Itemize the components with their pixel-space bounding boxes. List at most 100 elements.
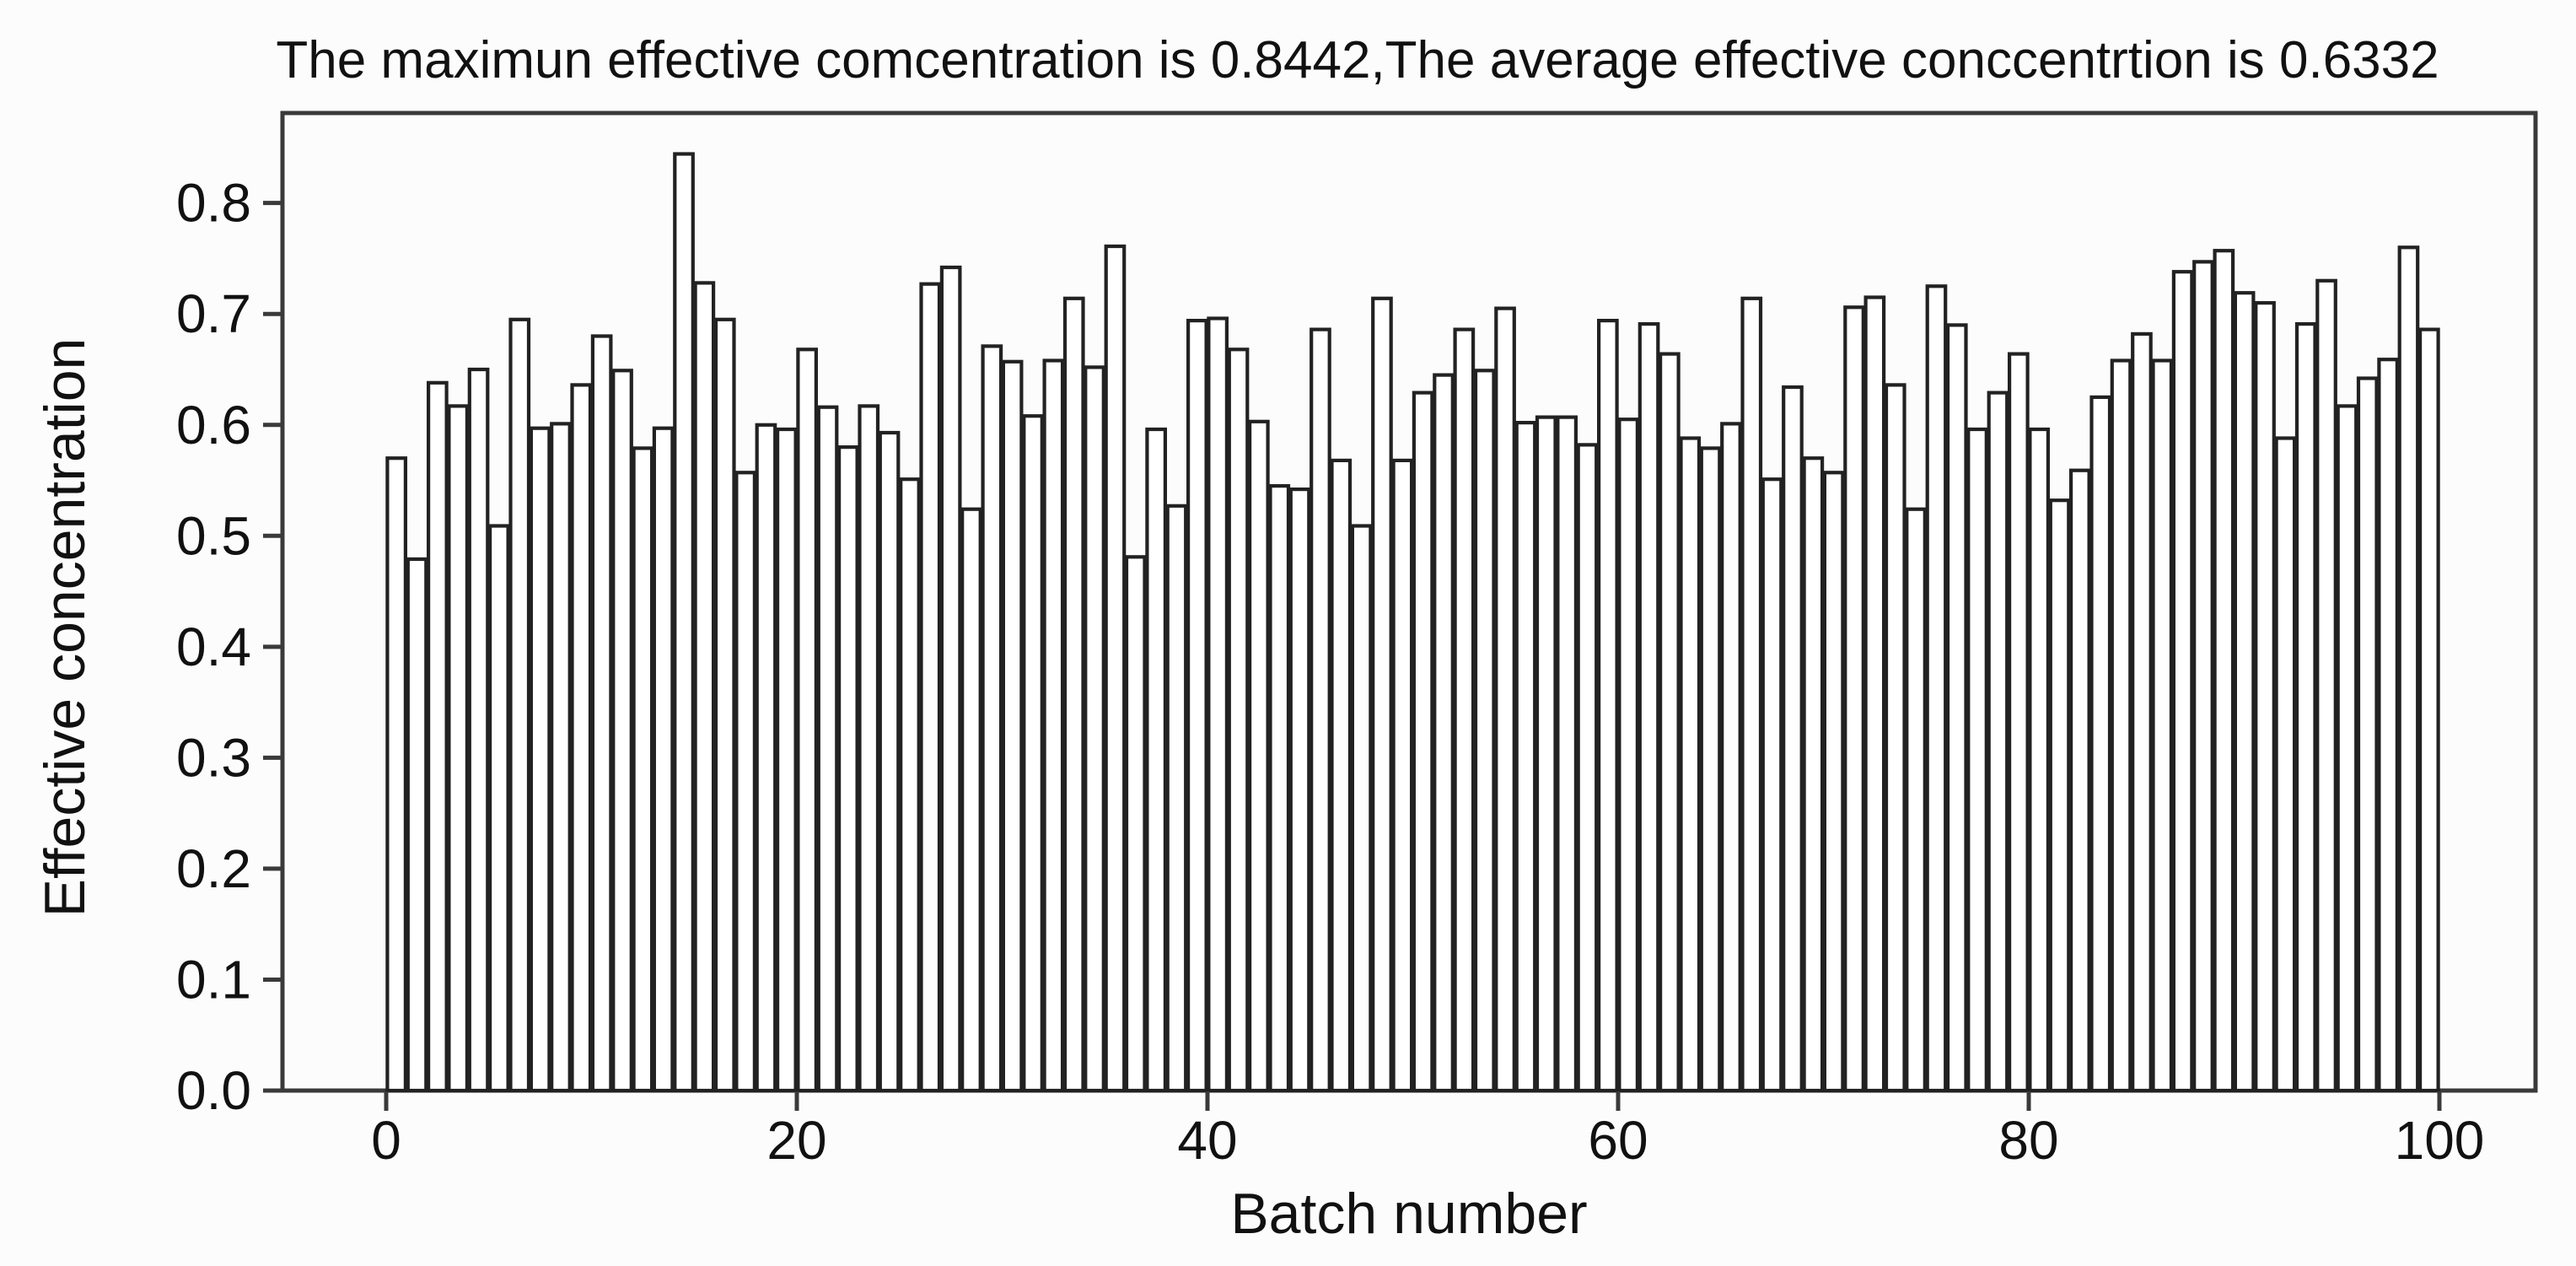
bar — [590, 334, 613, 1093]
bar — [1001, 359, 1024, 1093]
bar — [529, 426, 551, 1093]
y-tick-label: 0.2 — [176, 838, 251, 899]
bar — [1720, 422, 1742, 1093]
bar — [1062, 296, 1085, 1093]
bar — [1247, 419, 1270, 1093]
ticks-group: 0.0 0.1 0.2 0.3 0.4 0.5 0.6 0.7 0.8 0 20 40 60 80 100 — [176, 173, 2484, 1171]
bar — [1535, 415, 1557, 1093]
bar — [632, 446, 654, 1093]
bar — [960, 507, 982, 1093]
bar — [1186, 319, 1208, 1093]
bar — [1042, 358, 1065, 1093]
bar — [2131, 331, 2153, 1093]
bar — [1863, 295, 1886, 1093]
bar — [1371, 296, 1393, 1093]
bar — [1843, 305, 1865, 1093]
y-tick-label: 0.3 — [176, 727, 251, 788]
bar — [652, 426, 675, 1093]
bar — [1124, 555, 1147, 1093]
bar — [2213, 249, 2235, 1093]
bar — [858, 404, 880, 1093]
bar — [2336, 404, 2358, 1093]
bar — [2418, 327, 2440, 1093]
bar — [1802, 456, 1825, 1093]
bar — [1391, 458, 1414, 1093]
x-tick-label: 80 — [1998, 1110, 2058, 1171]
y-tick-label: 0.8 — [176, 173, 251, 234]
bar — [836, 444, 859, 1093]
bar — [1473, 369, 1496, 1093]
x-tick-label: 20 — [766, 1110, 826, 1171]
bar — [508, 317, 531, 1093]
y-tick-label: 0.4 — [176, 617, 251, 677]
bar — [713, 317, 736, 1093]
bar — [1638, 322, 1660, 1093]
y-tick-label: 0.5 — [176, 505, 251, 566]
bar — [1268, 483, 1291, 1093]
bar — [878, 430, 901, 1093]
bar — [2254, 301, 2276, 1093]
bar — [611, 369, 633, 1093]
bar — [1905, 507, 1927, 1093]
y-tick-label: 0.1 — [176, 949, 251, 1010]
bar — [1556, 415, 1578, 1093]
bar — [693, 281, 716, 1093]
bar — [2274, 436, 2297, 1093]
bar — [1227, 347, 1250, 1093]
bar — [1679, 436, 1702, 1093]
bar — [2069, 468, 2091, 1093]
bar — [2028, 427, 2050, 1093]
bar — [1925, 284, 1948, 1093]
bar — [1514, 421, 1537, 1093]
bar — [1945, 323, 1968, 1093]
bar — [1104, 244, 1127, 1093]
bar — [2294, 322, 2317, 1093]
bar — [1412, 391, 1434, 1093]
bar — [385, 456, 407, 1093]
x-tick-label: 100 — [2395, 1110, 2485, 1171]
bar — [1310, 327, 1331, 1093]
bar — [1207, 316, 1229, 1093]
bar — [1966, 427, 1988, 1093]
bar — [1822, 471, 1845, 1093]
bar — [1699, 446, 1722, 1093]
chart-title: The maximun effective comcentration is 0… — [276, 31, 2439, 89]
bar — [1433, 373, 1455, 1093]
y-axis-label: Effective concentration — [33, 338, 97, 918]
bar — [1330, 458, 1353, 1093]
bar — [427, 380, 449, 1093]
x-tick-label: 40 — [1177, 1110, 1237, 1171]
bar — [2089, 395, 2112, 1093]
bar — [1987, 391, 2009, 1093]
bar — [796, 347, 819, 1093]
bar — [447, 404, 470, 1093]
bar — [2315, 278, 2337, 1093]
bar — [570, 383, 593, 1093]
bar — [2110, 358, 2132, 1093]
bar — [406, 557, 428, 1093]
bar — [2048, 498, 2071, 1093]
bar — [1288, 487, 1311, 1093]
bar — [1761, 477, 1783, 1093]
bar — [1596, 319, 1619, 1093]
bar — [1782, 385, 1804, 1093]
bar — [734, 471, 757, 1093]
bar — [775, 427, 798, 1093]
y-tick-label: 0.6 — [176, 395, 251, 455]
y-tick-label: 0.7 — [176, 283, 251, 344]
bar — [1084, 365, 1105, 1093]
bar — [2356, 376, 2379, 1093]
bar — [1617, 418, 1640, 1093]
bar — [550, 422, 572, 1093]
bar — [1453, 327, 1476, 1093]
bar — [1884, 383, 1906, 1093]
bar — [2008, 352, 2030, 1093]
bar — [2233, 291, 2256, 1093]
bar — [919, 282, 942, 1093]
x-axis-label: Batch number — [1230, 1182, 1587, 1246]
bars-group — [385, 152, 2440, 1093]
bar — [467, 367, 490, 1093]
x-tick-label: 60 — [1588, 1110, 1648, 1171]
bar — [673, 152, 695, 1093]
